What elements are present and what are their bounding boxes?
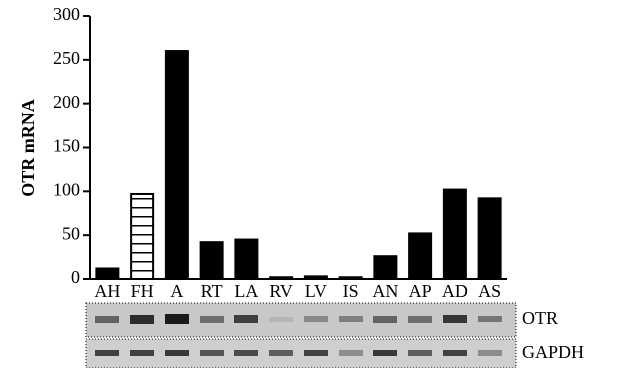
bar bbox=[235, 240, 257, 279]
y-tick-label: 100 bbox=[53, 179, 80, 199]
bar bbox=[270, 277, 292, 279]
x-tick-label: AN bbox=[372, 281, 398, 301]
bar bbox=[96, 268, 118, 279]
x-tick-label: RT bbox=[201, 281, 223, 301]
x-tick-label: AS bbox=[478, 281, 501, 301]
bar bbox=[305, 276, 327, 279]
y-tick-label: 150 bbox=[53, 136, 80, 156]
x-tick-label: LV bbox=[305, 281, 327, 301]
x-tick-label: FH bbox=[131, 281, 154, 301]
y-tick-label: 200 bbox=[53, 92, 80, 112]
gel-label: OTR bbox=[522, 308, 558, 328]
chart: OTR mRNA bbox=[0, 0, 619, 368]
x-tick-label: AH bbox=[94, 281, 120, 301]
bar bbox=[409, 233, 431, 279]
x-tick-label: IS bbox=[343, 281, 359, 301]
x-tick-label: RV bbox=[269, 281, 293, 301]
bar bbox=[166, 51, 188, 279]
x-tick-label: A bbox=[170, 281, 183, 301]
y-tick-label: 250 bbox=[53, 48, 80, 68]
y-tick-label: 300 bbox=[53, 4, 80, 24]
bar bbox=[340, 277, 362, 279]
bar bbox=[131, 194, 153, 279]
x-tick-label: LA bbox=[234, 281, 258, 301]
y-tick-label: 0 bbox=[71, 267, 80, 287]
gel-label: GAPDH bbox=[522, 342, 584, 362]
x-tick-label: AP bbox=[409, 281, 432, 301]
y-axis-label: OTR mRNA bbox=[18, 99, 38, 197]
y-tick-label: 50 bbox=[62, 223, 80, 243]
gel-image bbox=[86, 303, 516, 368]
bar bbox=[444, 190, 466, 279]
x-tick-label: AD bbox=[442, 281, 468, 301]
bar bbox=[201, 242, 223, 279]
bar bbox=[374, 256, 396, 279]
bar bbox=[479, 198, 501, 279]
